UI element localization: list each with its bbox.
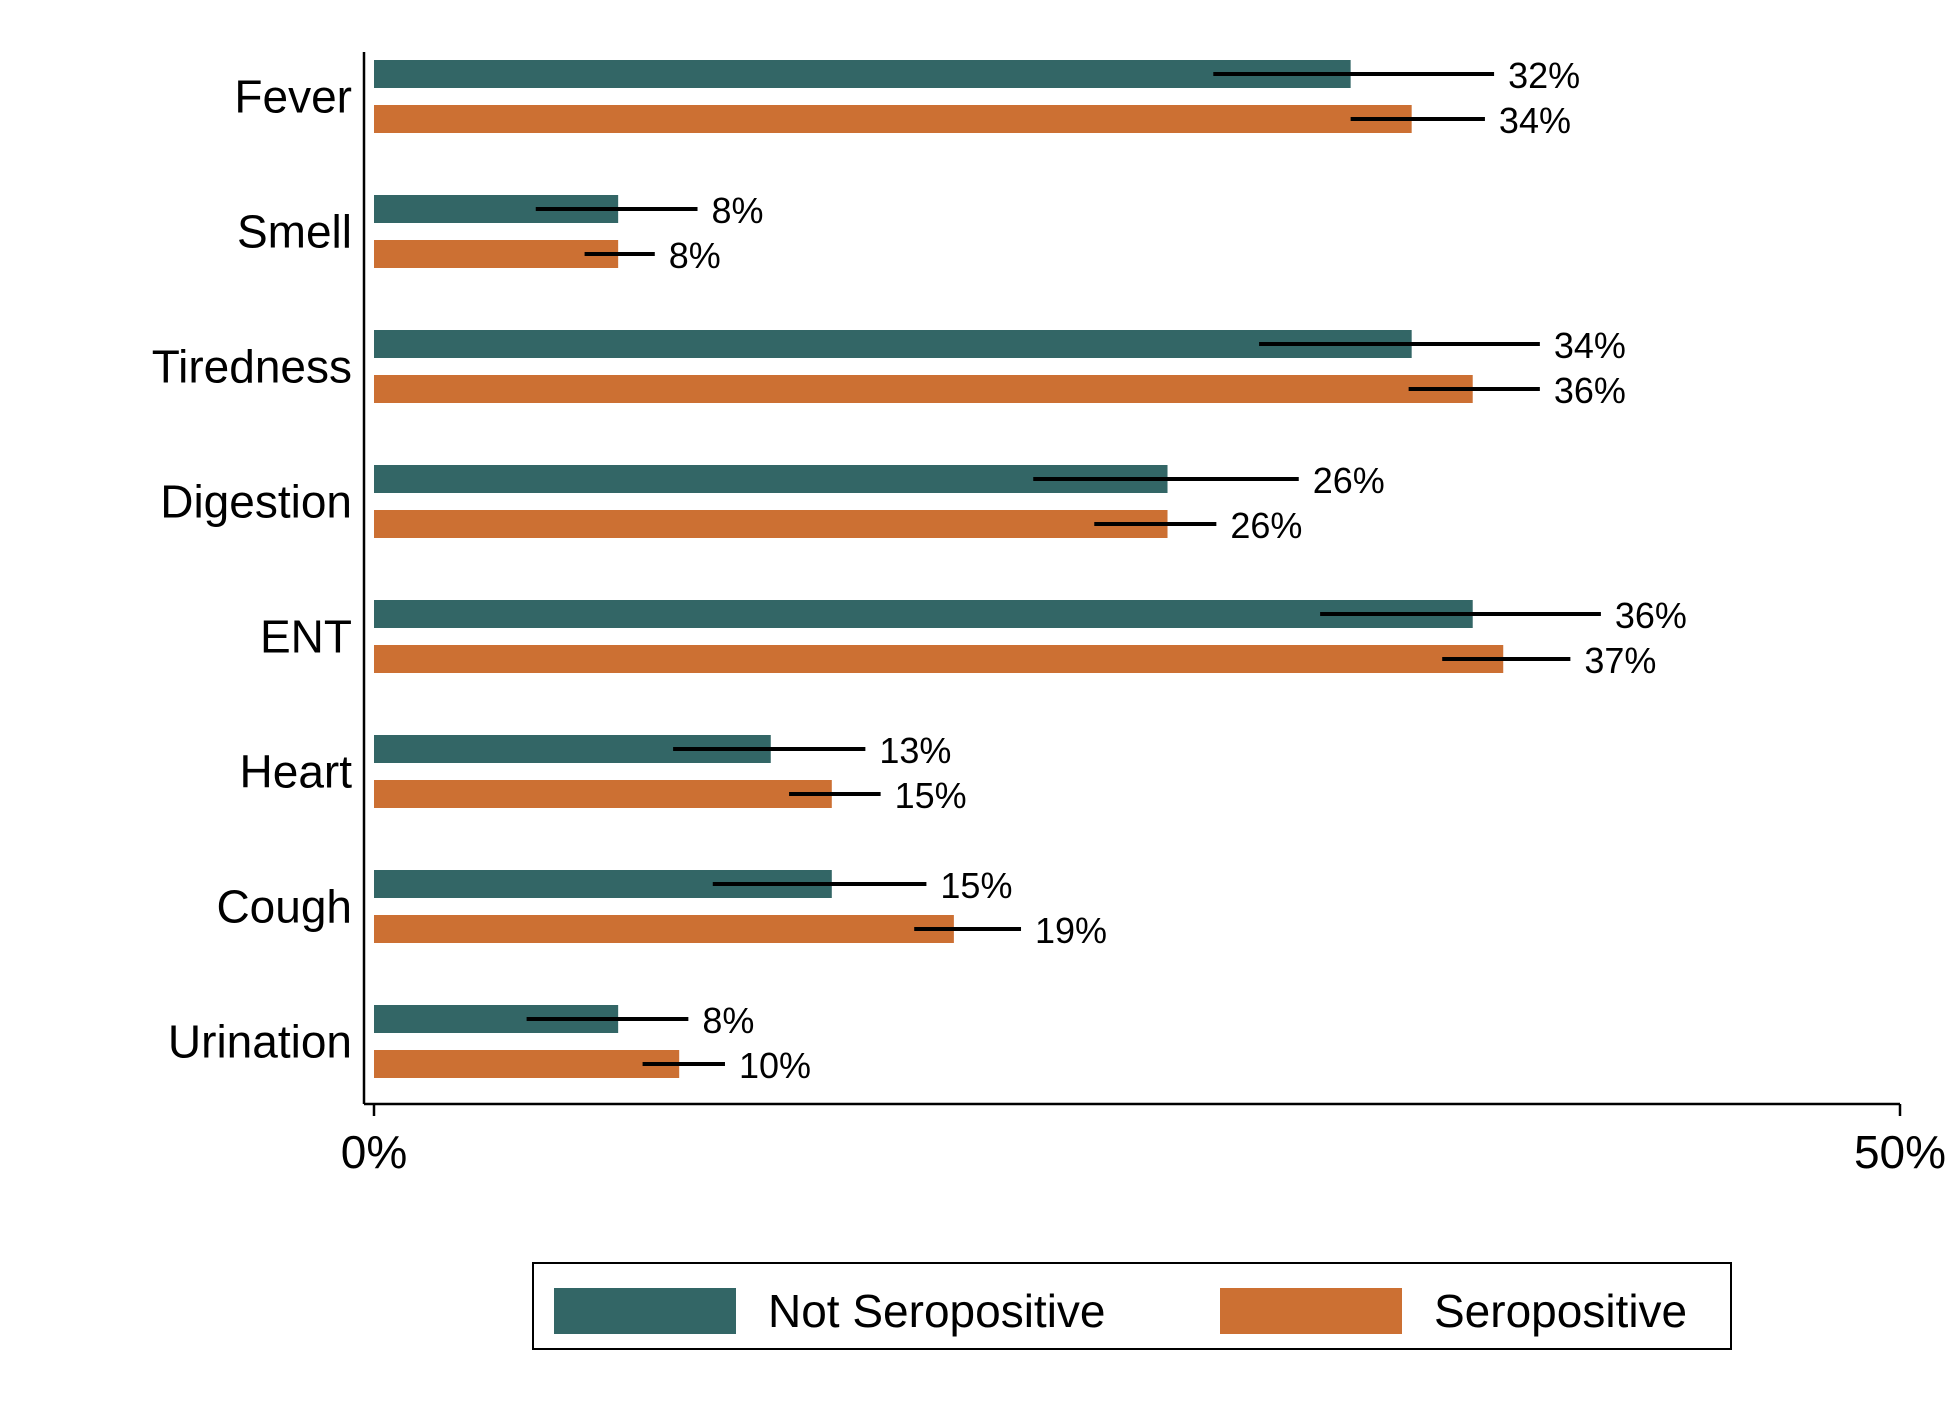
legend-swatch-seropositive bbox=[1220, 1288, 1402, 1334]
bar-smell-seropositive bbox=[374, 240, 619, 268]
category-label-ent: ENT bbox=[260, 611, 352, 663]
bar-tiredness-seropositive bbox=[374, 375, 1473, 403]
value-label-smell-seropositive: 8% bbox=[669, 235, 721, 276]
bar-cough-seropositive bbox=[374, 915, 954, 943]
x-tick-label-0: 0% bbox=[341, 1126, 407, 1178]
category-label-cough: Cough bbox=[216, 881, 352, 933]
category-label-tiredness: Tiredness bbox=[152, 341, 352, 393]
bar-fever-seropositive bbox=[374, 105, 1412, 133]
y-category-labels: Fever Smell Tiredness Digestion ENT Heart Coug… bbox=[152, 71, 352, 1068]
category-label-fever: Fever bbox=[234, 71, 352, 123]
bar-group-digestion: 26% 26% bbox=[374, 460, 1385, 546]
value-label-ent-not-seropositive: 36% bbox=[1615, 595, 1687, 636]
bar-group-heart: 13%15% bbox=[374, 730, 967, 816]
legend-label-seropositive: Seropositive bbox=[1434, 1285, 1688, 1337]
value-label-tiredness-seropositive: 36% bbox=[1554, 370, 1626, 411]
bar-ent-not-seropositive bbox=[374, 600, 1473, 628]
bar-group-ent: 36%37% bbox=[374, 595, 1687, 681]
x-ticks: 0% 50% bbox=[341, 1104, 1946, 1178]
value-label-heart-not-seropositive: 13% bbox=[879, 730, 951, 771]
bar-urination-seropositive bbox=[374, 1050, 680, 1078]
value-label-digestion-not-seropositive: 26% bbox=[1313, 460, 1385, 501]
category-label-heart: Heart bbox=[240, 746, 353, 798]
category-label-smell: Smell bbox=[237, 206, 352, 258]
bar-group-cough: 15% 19% bbox=[374, 865, 1107, 951]
value-label-cough-not-seropositive: 15% bbox=[940, 865, 1012, 906]
value-label-ent-seropositive: 37% bbox=[1584, 640, 1656, 681]
bar-ent-seropositive bbox=[374, 645, 1504, 673]
value-label-urination-not-seropositive: 8% bbox=[702, 1000, 754, 1041]
value-label-urination-seropositive: 10% bbox=[739, 1045, 811, 1086]
bar-tiredness-not-seropositive bbox=[374, 330, 1412, 358]
value-label-fever-seropositive: 34% bbox=[1499, 100, 1571, 141]
bar-group-smell: 8%8% bbox=[374, 190, 764, 276]
category-label-urination: Urination bbox=[168, 1016, 352, 1068]
value-label-digestion-seropositive: 26% bbox=[1230, 505, 1302, 546]
value-label-fever-not-seropositive: 32% bbox=[1508, 55, 1580, 96]
legend-item-seropositive: Seropositive bbox=[1220, 1284, 1687, 1338]
bar-fever-not-seropositive bbox=[374, 60, 1351, 88]
legend-label-not-seropositive: Not Seropositive bbox=[768, 1285, 1106, 1337]
x-tick-label-1: 50% bbox=[1854, 1126, 1946, 1178]
value-label-cough-seropositive: 19% bbox=[1035, 910, 1107, 951]
value-label-heart-seropositive: 15% bbox=[895, 775, 967, 816]
legend-swatch-not-seropositive bbox=[554, 1288, 736, 1334]
category-label-digestion: Digestion bbox=[160, 476, 352, 528]
plot-area: 32%34%8%8%34%36%26%26%36%37%13%15%15%19%… bbox=[374, 55, 1687, 1086]
bar-group-urination: 8%10% bbox=[374, 1000, 811, 1086]
legend-item-not-seropositive: Not Seropositive bbox=[554, 1284, 1106, 1338]
value-label-smell-not-seropositive: 8% bbox=[712, 190, 764, 231]
bar-group-fever: 32%34% bbox=[374, 55, 1580, 141]
bar-digestion-seropositive bbox=[374, 510, 1168, 538]
bar-heart-seropositive bbox=[374, 780, 832, 808]
bar-group-tiredness: 34%36% bbox=[374, 325, 1626, 411]
value-label-tiredness-not-seropositive: 34% bbox=[1554, 325, 1626, 366]
legend: Not Seropositive Seropositive bbox=[532, 1262, 1732, 1350]
